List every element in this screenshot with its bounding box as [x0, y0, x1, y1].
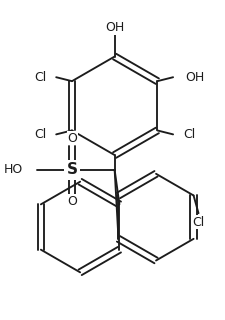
Text: OH: OH — [184, 71, 203, 84]
Text: HO: HO — [4, 163, 23, 176]
Text: OH: OH — [105, 21, 124, 35]
Text: Cl: Cl — [34, 71, 46, 84]
Text: O: O — [67, 195, 77, 208]
Text: S: S — [66, 162, 77, 177]
Text: Cl: Cl — [182, 128, 194, 141]
Text: Cl: Cl — [191, 216, 204, 228]
Text: Cl: Cl — [34, 128, 46, 141]
Text: O: O — [67, 132, 77, 145]
